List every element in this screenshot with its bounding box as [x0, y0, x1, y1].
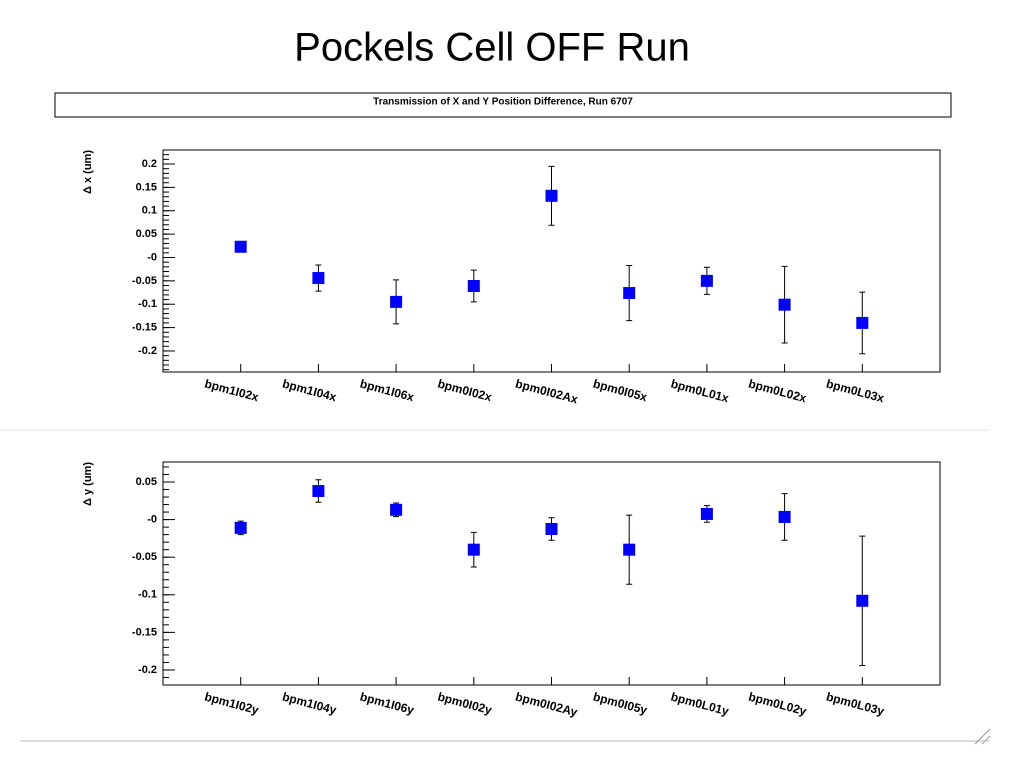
x-tick-label: bpm0L03y: [825, 689, 886, 718]
y-tick-label: -0.15: [132, 626, 157, 638]
y-tick-label: 0.2: [142, 158, 157, 170]
y-tick-label: 0.05: [136, 476, 157, 488]
slide-title: Pockels Cell OFF Run: [294, 26, 690, 70]
x-tick-label: bpm0L02y: [747, 689, 808, 718]
x-tick-label: bpm1I06x: [359, 376, 416, 404]
data-point: [390, 503, 403, 516]
resize-grip: [974, 728, 991, 745]
data-point: [234, 240, 247, 253]
x-tick-label: bpm0L03x: [825, 376, 886, 405]
y-tick-label: -0: [147, 251, 157, 263]
x-tick-label: bpm0L02x: [747, 376, 808, 405]
y-axis-title: Δ x (um): [82, 150, 94, 194]
plot-title: Transmission of X and Y Position Differe…: [373, 97, 633, 108]
data-point: [312, 485, 325, 498]
x-tick-label: bpm1I06y: [359, 689, 416, 717]
x-tick-label: bpm0L01x: [669, 376, 730, 405]
plot-frame: [162, 461, 941, 686]
x-tick-label: bpm0I02Ay: [514, 689, 579, 719]
y-axis-title: Δ y (um): [82, 462, 94, 506]
y-tick-label: -0.15: [132, 322, 157, 334]
x-tick-label: bpm0I02y: [436, 689, 493, 717]
data-point: [390, 295, 403, 308]
data-point: [545, 522, 558, 535]
x-tick-label: bpm0I02x: [436, 376, 493, 404]
y-tick-label: -0.1: [138, 589, 157, 601]
y-tick-label: 0.05: [136, 228, 157, 240]
y-tick-label: -0.05: [132, 551, 157, 563]
data-point: [312, 272, 325, 285]
x-tick-label: bpm1I04y: [281, 689, 338, 717]
data-point: [700, 507, 713, 520]
y-tick-label: -0.05: [132, 275, 157, 287]
x-tick-label: bpm1I04x: [281, 376, 338, 404]
data-point: [545, 189, 558, 202]
data-point: [467, 543, 480, 556]
y-tick-label: 0.15: [136, 181, 157, 193]
x-tick-label: bpm0L01y: [669, 689, 730, 718]
data-point: [856, 594, 869, 607]
y-tick-label: -0.2: [138, 345, 157, 357]
data-point: [623, 543, 636, 556]
y-tick-label: 0.1: [142, 205, 157, 217]
data-point: [234, 521, 247, 534]
x-tick-label: bpm1I02x: [203, 376, 260, 404]
y-tick-label: -0.2: [138, 664, 157, 676]
data-point: [700, 274, 713, 287]
data-point: [778, 510, 791, 523]
y-tick-label: -0: [147, 513, 157, 525]
data-point: [467, 280, 480, 293]
y-tick-label: -0.1: [138, 298, 157, 310]
x-tick-label: bpm0I05x: [592, 376, 649, 404]
x-tick-label: bpm0I05y: [592, 689, 649, 717]
x-tick-label: bpm1I02y: [203, 689, 260, 717]
title-box: [54, 92, 952, 118]
data-point: [623, 287, 636, 300]
x-tick-label: bpm0I02Ax: [514, 376, 580, 406]
data-point: [778, 298, 791, 311]
data-point: [856, 316, 869, 329]
